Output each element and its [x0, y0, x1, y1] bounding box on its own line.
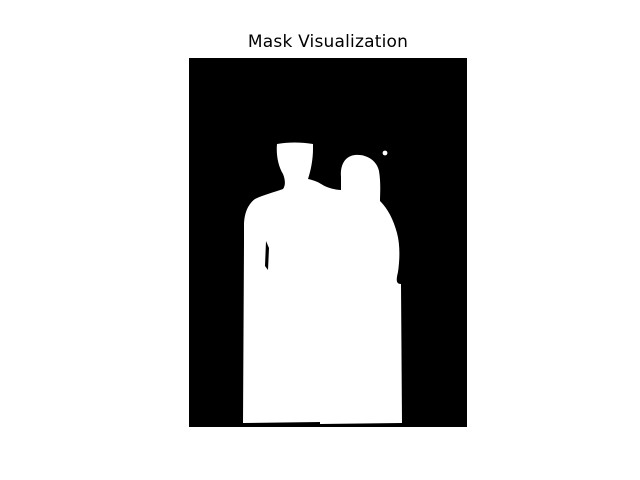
mask-right-figure — [320, 154, 402, 424]
figure-title: Mask Visualization — [247, 32, 409, 52]
mask-left-figure — [243, 142, 324, 423]
mask-image — [189, 58, 467, 427]
mask-speck — [382, 150, 388, 156]
